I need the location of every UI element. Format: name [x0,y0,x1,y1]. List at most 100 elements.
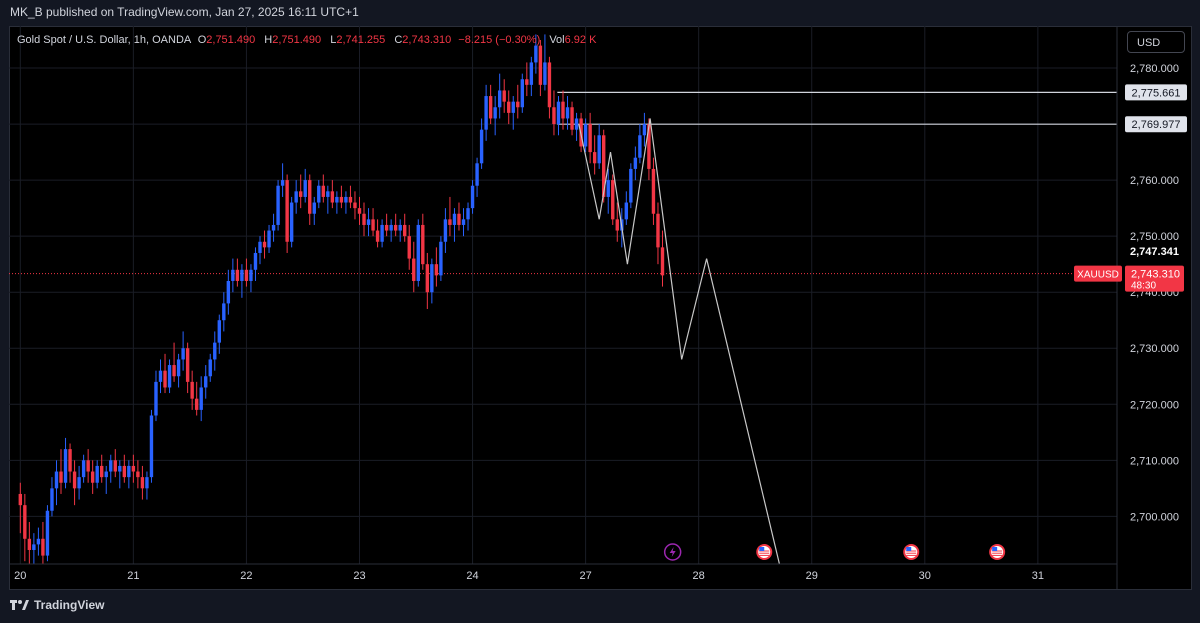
candle-body [253,252,258,270]
currency-button[interactable]: USD [1127,31,1185,53]
candle-body [633,157,638,169]
candle-body [592,152,597,164]
candle-body [430,264,434,293]
candle-body [561,101,565,119]
candle-body [457,213,461,225]
chart-frame[interactable] [9,26,1192,590]
candle-body [629,168,633,203]
candle-body [362,213,366,225]
tradingview-logo-icon [10,600,29,610]
candle-body [651,168,656,214]
candle-body [298,191,303,197]
y-tick-label: 2,780.000 [1130,63,1179,75]
legend-high-value: 2,751.490 [272,34,322,46]
candle-body [597,135,601,164]
candle-body [194,398,199,410]
level-price-tag [1125,84,1187,101]
candle-body [77,477,81,489]
us-flag-icon [756,544,773,560]
candle-body [122,465,127,478]
candle-body [285,180,289,242]
candle-body [588,124,592,153]
candle-body [602,135,606,197]
candle-body [556,101,561,125]
candle-body [466,208,470,220]
candle-body [308,180,312,214]
candle-body [547,62,552,108]
candle-body [145,477,149,489]
legend-volume-value: 6.92 K [564,34,597,46]
candle-body [357,208,362,214]
candle-body [199,387,203,410]
candle-body [461,219,466,225]
price-marker-label: 2,747.341 [1130,246,1179,258]
level-price-label: 2,769.977 [1132,119,1181,131]
candle-body [534,45,538,63]
candle-body [32,544,36,550]
candle-body [104,471,108,478]
chart-svg[interactable]: 2,700.000 2,710.000 2,720.000 2,730.000 2,74… [9,26,1192,590]
candle-body [289,202,294,242]
candle-body [538,45,543,85]
candle-body [240,269,244,281]
candle-body [86,460,90,472]
candle-body [18,493,23,506]
candle-body [470,185,475,209]
candle-body [90,471,95,483]
x-tick-label: 27 [579,570,591,582]
candle-body [303,180,307,197]
grid-layer [9,26,1117,564]
published-credit: MK_B published on TradingView.com, Jan 2… [10,5,359,19]
candle-body [181,348,185,360]
candle-body [190,381,194,399]
candle-body [50,488,54,511]
candle-body [109,460,113,472]
candle-body [63,449,68,483]
candle-body [113,460,117,472]
legend-low-label: L [330,34,337,46]
candle-body [222,303,226,321]
candle-body [434,264,439,276]
candle-body [231,269,235,281]
candle-body [371,219,375,231]
candle-body [276,185,280,225]
candle-body [136,471,140,478]
candle-body [647,124,651,169]
legend-volume-label: Vol [549,34,565,46]
candle-body [172,365,176,377]
candle-body [235,269,240,281]
candle-body [421,224,425,265]
candle-body [163,370,167,388]
current-price-value: 2,743.310 [1131,269,1180,281]
candle-body [312,202,316,214]
tradingview-logo[interactable]: TradingView [10,598,104,612]
candle-body [176,359,181,377]
candle-body [389,224,393,231]
candle-body [638,135,642,158]
candle-body [353,202,357,209]
candle-body [660,247,665,276]
candle-body [100,465,104,478]
candle-body [54,471,59,489]
candle-body [552,107,556,125]
candle-body [366,219,371,225]
y-tick-label: 2,730.000 [1130,343,1179,355]
candle-body [267,230,271,248]
legend-open-label: O [197,34,207,46]
legend-change: −8.215 (−0.30%) [458,34,541,46]
x-tick-label: 30 [919,570,931,582]
candle-body [407,236,411,259]
candle-body [497,90,502,108]
candle-body [443,219,448,242]
projection-layer [578,118,781,564]
x-tick-label: 20 [14,570,26,582]
candle-body [570,107,574,130]
projection-path [578,118,781,564]
y-tick-label: 2,750.000 [1130,231,1179,243]
candle-body [416,224,420,281]
candle-body [262,241,267,248]
y-tick-label: 2,760.000 [1130,175,1179,187]
candle-body [502,90,506,102]
lightning-icon [663,543,682,561]
candle-body [27,538,32,550]
